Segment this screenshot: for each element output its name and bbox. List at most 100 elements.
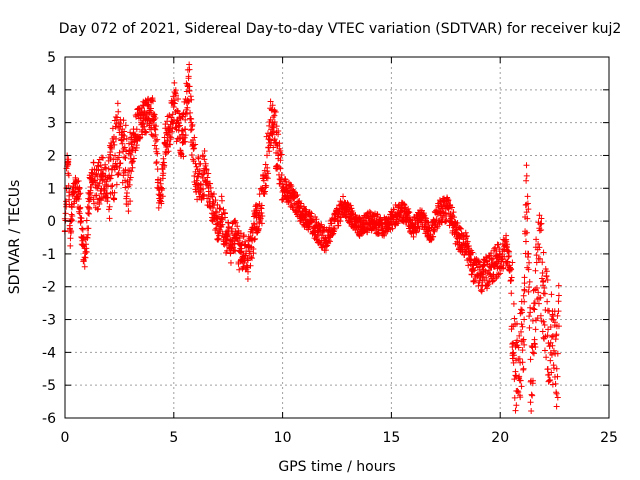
data-point: [88, 184, 95, 191]
data-point: [527, 309, 534, 316]
data-point: [207, 204, 214, 211]
data-point: [145, 101, 152, 108]
data-point: [200, 153, 207, 160]
data-point: [152, 123, 159, 130]
data-point: [185, 73, 192, 80]
data-point: [503, 236, 510, 243]
data-point: [222, 240, 229, 247]
data-point: [111, 166, 118, 173]
data-point: [170, 93, 177, 100]
data-point: [517, 394, 524, 401]
data-point: [526, 284, 533, 291]
data-point: [521, 316, 528, 323]
y-axis-label: SDTVAR / TECUs: [7, 180, 23, 295]
data-point: [219, 197, 226, 204]
data-point: [147, 105, 154, 112]
data-point: [69, 216, 76, 223]
data-point: [554, 373, 561, 380]
data-point: [555, 308, 562, 315]
data-point: [125, 140, 132, 147]
data-point: [540, 279, 547, 286]
data-point: [501, 246, 508, 253]
y-tick-label: -4: [42, 345, 56, 361]
data-point: [270, 144, 277, 151]
data-point: [95, 183, 102, 190]
data-point: [555, 282, 562, 289]
data-point: [308, 210, 315, 217]
data-point: [167, 141, 174, 148]
data-point: [153, 160, 160, 167]
data-point: [101, 181, 108, 188]
x-tick-label: 25: [600, 430, 618, 446]
data-point: [165, 148, 172, 155]
data-point: [524, 193, 531, 200]
data-point: [462, 229, 469, 236]
data-point: [174, 117, 181, 124]
data-point: [152, 138, 159, 145]
data-point: [528, 391, 535, 398]
data-point: [553, 390, 560, 397]
data-point: [294, 191, 301, 198]
data-point: [187, 109, 194, 116]
data-point: [259, 185, 266, 192]
data-point: [504, 241, 511, 248]
data-point: [116, 160, 123, 167]
data-point: [348, 205, 355, 212]
data-point: [527, 399, 534, 406]
data-point: [555, 292, 562, 299]
data-point: [536, 227, 543, 234]
data-point: [543, 354, 550, 361]
data-point: [538, 215, 545, 222]
data-point: [533, 285, 540, 292]
data-point: [65, 156, 72, 163]
data-point: [509, 259, 516, 266]
data-point: [76, 185, 83, 192]
data-point: [76, 191, 83, 198]
data-point: [111, 141, 118, 148]
data-point: [121, 154, 128, 161]
data-point: [516, 332, 523, 339]
data-point: [552, 380, 559, 387]
data-point: [541, 347, 548, 354]
data-point: [535, 240, 542, 247]
data-point: [71, 189, 78, 196]
data-point: [484, 285, 491, 292]
data-point: [102, 161, 109, 168]
data-point: [548, 334, 555, 341]
data-point: [476, 278, 483, 285]
data-point: [508, 274, 515, 281]
data-point: [176, 110, 183, 117]
data-point: [225, 219, 232, 226]
data-point: [445, 197, 452, 204]
data-point: [106, 215, 113, 222]
data-point: [298, 200, 305, 207]
data-point: [115, 169, 122, 176]
data-point: [193, 163, 200, 170]
data-point: [519, 347, 526, 354]
x-tick-label: 15: [382, 430, 400, 446]
data-point: [258, 202, 265, 209]
data-point: [510, 300, 517, 307]
data-point: [78, 225, 85, 232]
data-point: [121, 144, 128, 151]
data-point: [529, 317, 536, 324]
data-point: [79, 226, 86, 233]
data-point: [203, 181, 210, 188]
data-point: [470, 278, 477, 285]
data-point: [406, 209, 413, 216]
data-point: [228, 225, 235, 232]
data-point: [159, 185, 166, 192]
data-point: [292, 193, 299, 200]
data-point: [483, 257, 490, 264]
data-point: [319, 228, 326, 235]
data-point: [288, 183, 295, 190]
data-point: [182, 138, 189, 145]
data-point: [169, 128, 176, 135]
data-point: [227, 259, 234, 266]
data-point: [438, 219, 445, 226]
data-point: [171, 79, 178, 86]
data-point: [99, 177, 106, 184]
data-point: [553, 389, 560, 396]
data-point: [98, 197, 105, 204]
